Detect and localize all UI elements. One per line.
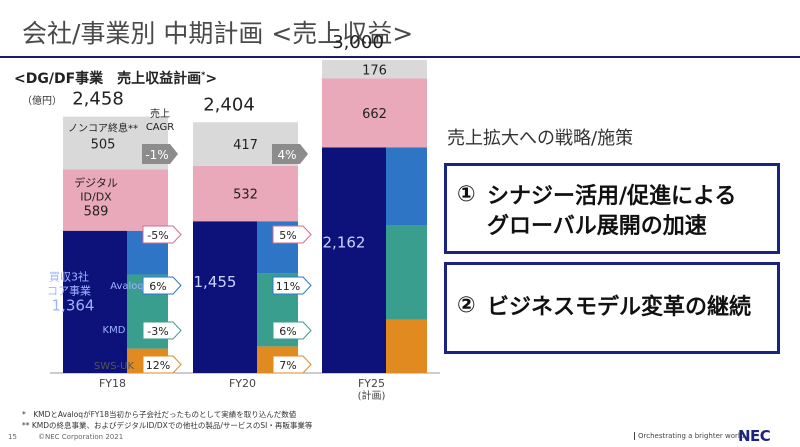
category-label-FY25: FY25 [358, 377, 385, 390]
chart-subtitle-mark: * [201, 70, 206, 80]
cagr-total-1: -1% [145, 148, 168, 162]
value-label-series-2-FY20: 417 [233, 138, 258, 153]
strategy-number-1: ① [457, 182, 476, 207]
cagr-seg-1-3: 12% [146, 359, 170, 372]
bar-segment-kmd-FY25 [386, 225, 427, 320]
bar-series-2-FY25 [322, 60, 427, 79]
bar-series-1-FY18 [63, 169, 168, 231]
segment-label-avaloq: Avaloq [110, 281, 144, 292]
copyright: ©NEC Corporation 2021 [38, 433, 124, 441]
bar-segment-avaloq-FY25 [386, 147, 427, 226]
unit-label: （億円） [22, 96, 62, 107]
chart-subtitle-text: <DG/DF事業 売上収益計画 [14, 71, 202, 87]
cagr-seg-chevron-1-3 [142, 355, 182, 374]
strategy-title: 売上拡大への戦略/施策 [447, 128, 634, 149]
value-label-digital-FY18: 589 [84, 204, 109, 219]
page-number: 15 [8, 433, 17, 441]
strategy-box-1: ① シナジー活用/促進による グローバル展開の加速 [444, 163, 780, 254]
total-label-FY20: 2,404 [203, 94, 255, 115]
cagr-seg-2-2: 6% [279, 325, 296, 338]
strategy-number-2: ② [457, 293, 476, 318]
title-rule [0, 56, 800, 58]
series-label-digital-2: ID/DX [80, 190, 112, 203]
bar-series-1-FY25 [322, 78, 427, 148]
segment-label-kmd: KMD [103, 325, 126, 336]
cagr-seg-2-3: 7% [279, 359, 296, 372]
cagr-seg-chevron-1-0 [142, 225, 182, 244]
cagr-total-chevron-1 [142, 144, 178, 164]
page-title: 会社/事業別 中期計画 <売上収益> [22, 19, 414, 48]
series-label-noncore: ノンコア終息** [68, 122, 138, 135]
value-label-series-1-FY25: 662 [362, 107, 387, 122]
cagr-seg-chevron-1-1 [142, 276, 182, 295]
value-label-noncore-FY18: 505 [91, 138, 116, 153]
value-label-series-1-FY20: 532 [233, 187, 258, 202]
category-label-FY20: FY20 [229, 377, 256, 390]
cagr-seg-chevron-2-0 [272, 225, 312, 244]
cagr-seg-chevron-2-1 [272, 276, 312, 295]
value-label-core-FY20: 1,455 [194, 273, 237, 291]
bar-core-FY20 [193, 221, 257, 373]
cagr-header-1: 売上 [150, 107, 170, 120]
cagr-seg-1-2: -3% [147, 325, 168, 338]
bar-segment-sws-uk-FY25 [386, 319, 427, 373]
footnote-2: ** KMDの終息事業、およびデジタルID/DXでの他社の製品/サービスのSI・… [22, 421, 313, 430]
chart-subtitle-end: > [205, 71, 218, 87]
strategy-text-1-line1: シナジー活用/促進による [487, 184, 737, 209]
bar-core-FY25 [322, 147, 386, 373]
strategy-text-2: ビジネスモデル変革の継続 [487, 295, 752, 320]
strategy-box-2: ② ビジネスモデル変革の継続 [444, 262, 780, 354]
nec-logo: NEC [738, 427, 771, 445]
category-label-FY18: FY18 [99, 377, 126, 390]
chart-subtitle: <DG/DF事業 売上収益計画*> [14, 68, 217, 88]
cagr-header-2: CAGR [146, 122, 174, 133]
value-label-core-FY18: 1,364 [52, 297, 95, 315]
value-label-core-FY25: 2,162 [323, 234, 366, 252]
series-label-core-2: コア事業 [47, 285, 91, 298]
segment-label-sws-uk: SWS-UK [94, 361, 135, 372]
cagr-total-2: 4% [277, 148, 296, 162]
value-label-series-2-FY25: 176 [362, 63, 387, 78]
category-note-FY25: (計画) [358, 389, 386, 402]
series-label-core-1: 買収3社 [49, 270, 89, 284]
total-label-FY18: 2,458 [72, 89, 124, 110]
cagr-seg-2-0: 5% [279, 229, 296, 242]
cagr-seg-chevron-2-2 [272, 321, 312, 340]
cagr-total-chevron-2 [272, 144, 308, 164]
tagline: Orchestrating a brighter world [634, 432, 744, 440]
cagr-seg-1-1: 6% [149, 280, 166, 293]
footnote-1: * KMDとAvaloqがFY18当初から子会社だったものとして実績を取り込んだ… [22, 410, 297, 419]
cagr-seg-chevron-1-2 [142, 321, 182, 340]
cagr-seg-1-0: -5% [147, 229, 168, 242]
bar-core-FY18 [63, 230, 127, 373]
cagr-seg-chevron-2-3 [272, 355, 312, 374]
strategy-text-1-line2: グローバル展開の加速 [487, 214, 707, 239]
bar-series-1-FY20 [193, 165, 298, 222]
total-label-FY25: 3,000 [332, 32, 384, 53]
cagr-seg-2-1: 11% [276, 280, 300, 293]
strategy-text-1: シナジー活用/促進による グローバル展開の加速 [487, 182, 736, 242]
series-label-digital-1: デジタル [74, 175, 118, 189]
